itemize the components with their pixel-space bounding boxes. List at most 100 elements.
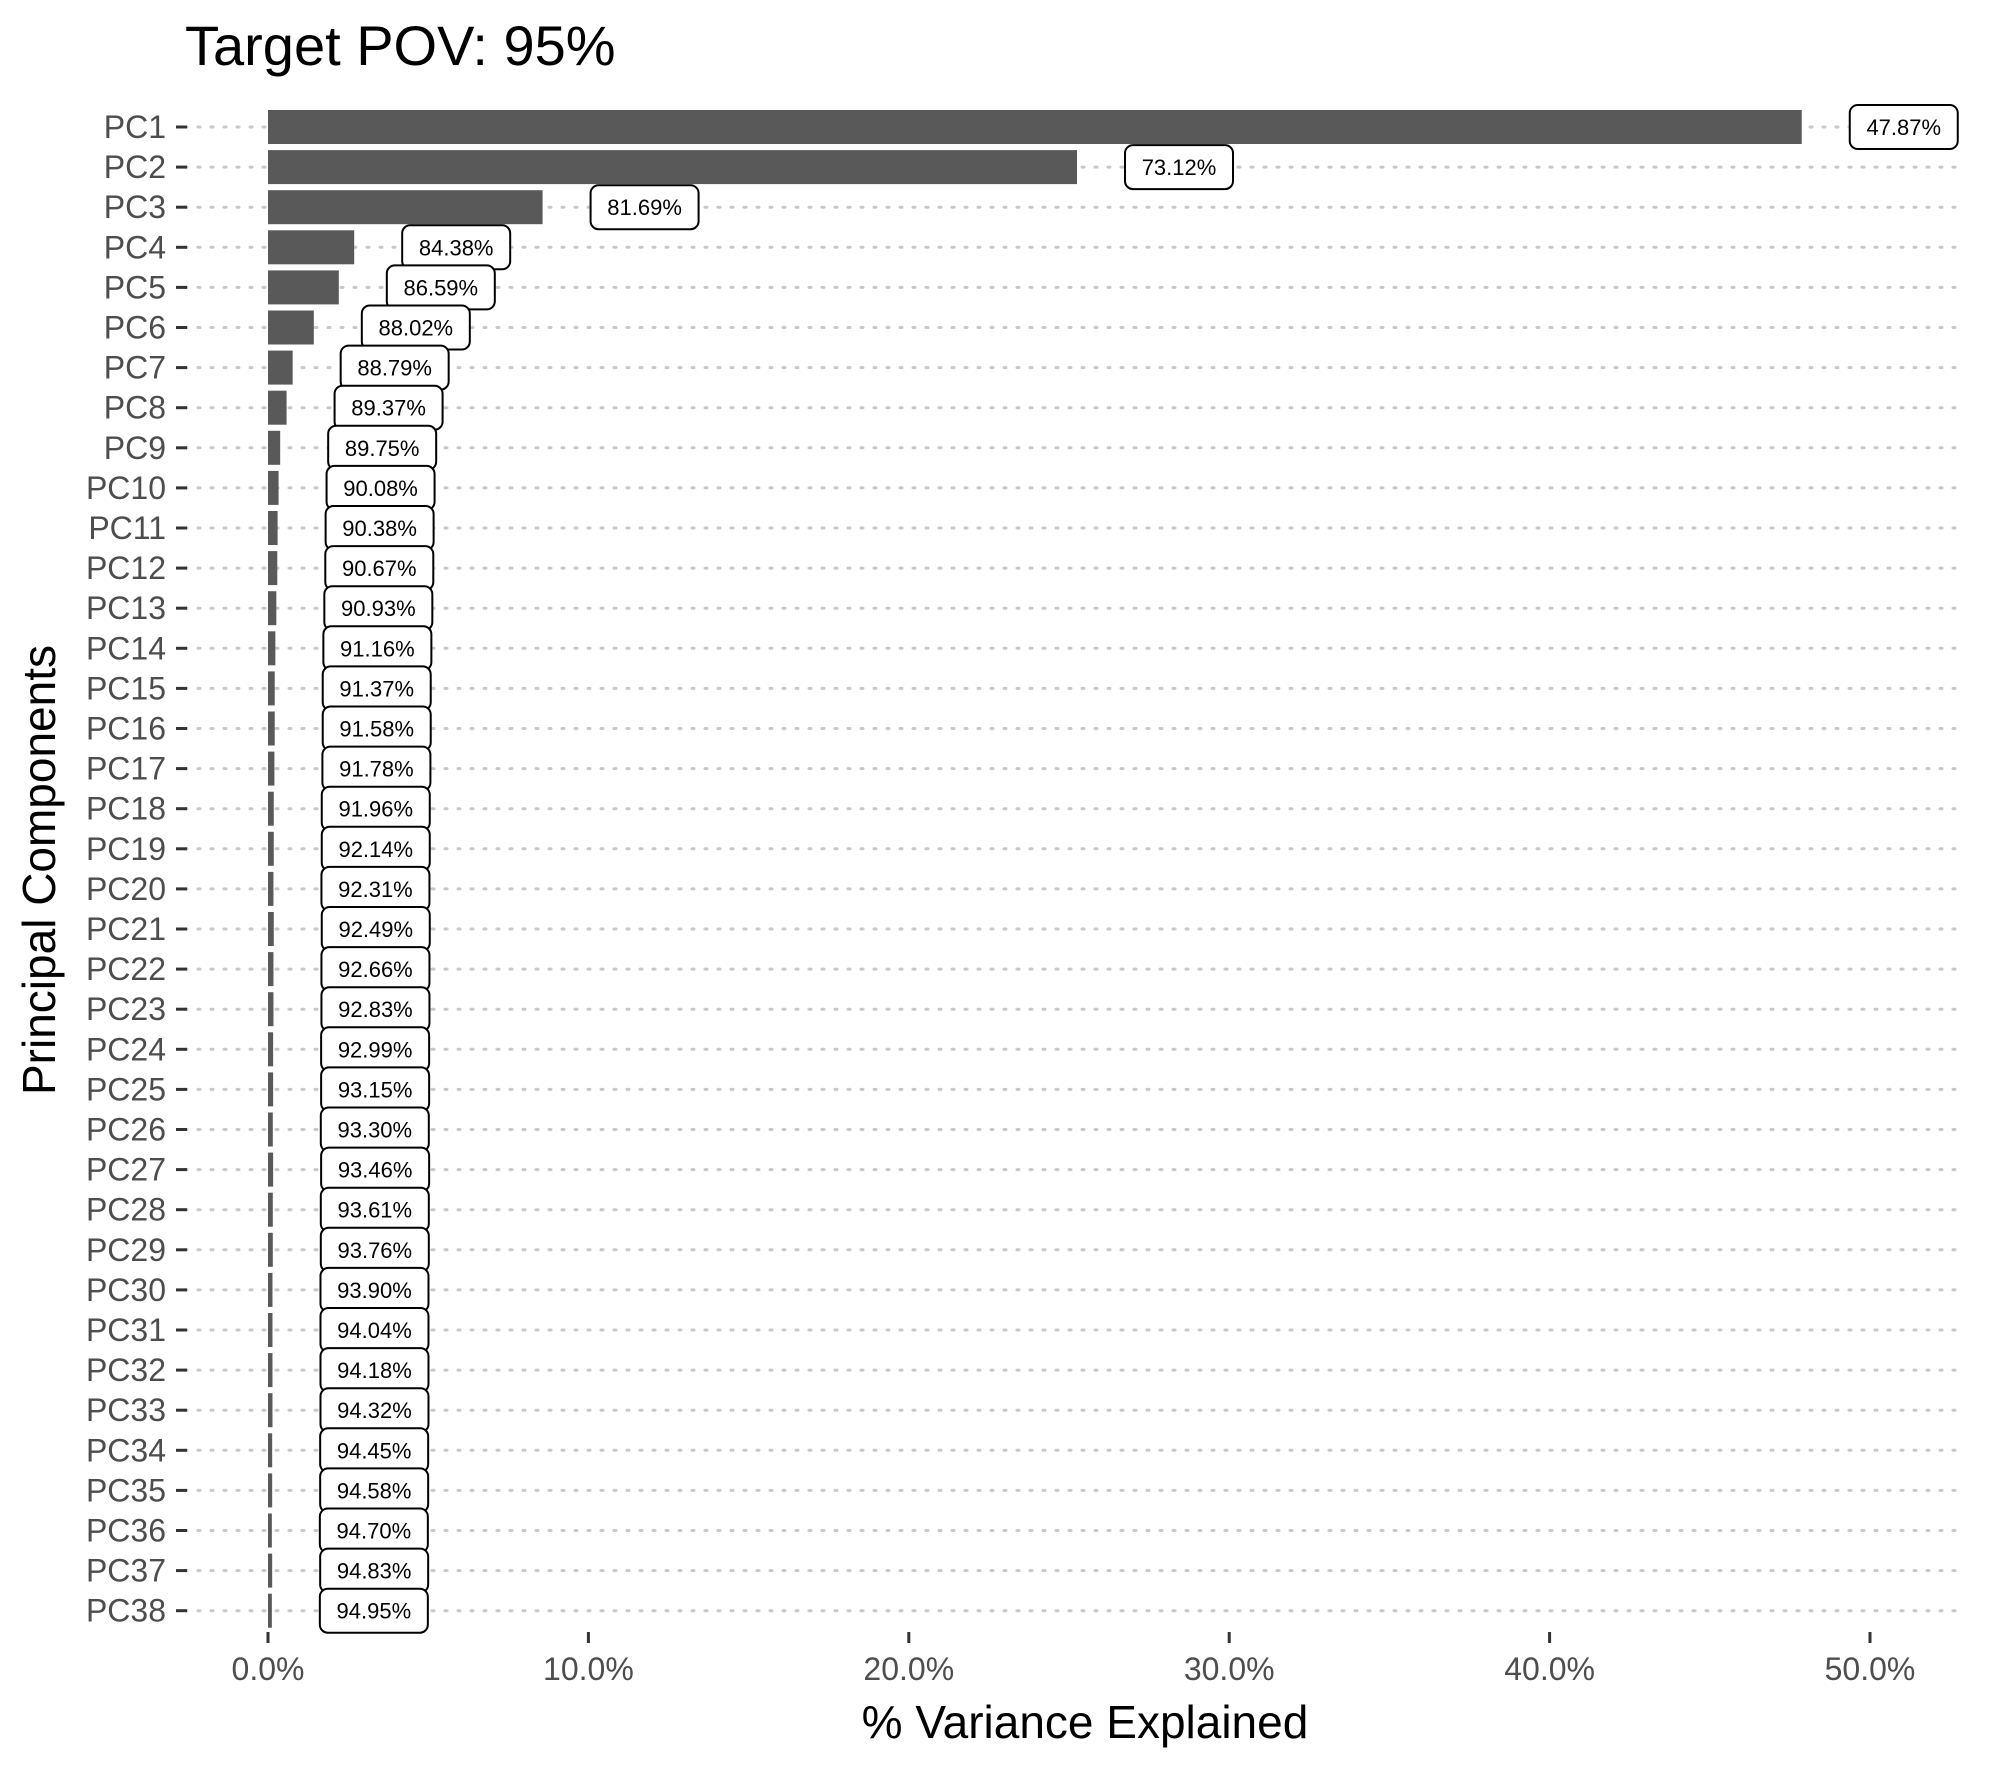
- data-label-text: 92.66%: [338, 957, 413, 982]
- y-tick-label-pc31: PC31: [86, 1312, 166, 1348]
- bar-pc25: [268, 1072, 274, 1107]
- y-tick-label-pc18: PC18: [86, 791, 166, 827]
- bar-pc8: [268, 390, 287, 425]
- data-label-text: 94.32%: [337, 1398, 412, 1423]
- bar-pc5: [268, 270, 339, 305]
- data-label-text: 91.58%: [339, 717, 414, 742]
- data-label-pc28: 93.61%: [319, 1186, 430, 1233]
- bar-pc7: [268, 350, 293, 385]
- data-label-pc16: 91.58%: [321, 705, 432, 752]
- data-label-text: 94.18%: [337, 1358, 412, 1383]
- y-tick-label-pc5: PC5: [104, 269, 166, 305]
- bar-pc15: [268, 671, 275, 706]
- data-label-text: 73.12%: [1142, 155, 1217, 180]
- y-tick-label-pc23: PC23: [86, 991, 166, 1027]
- y-tick-label-pc35: PC35: [86, 1472, 166, 1508]
- data-label-pc8: 89.37%: [333, 384, 444, 431]
- y-tick-label-pc1: PC1: [104, 109, 166, 145]
- bar-pc29: [268, 1232, 273, 1267]
- data-label-text: 94.04%: [337, 1318, 412, 1343]
- data-label-text: 94.70%: [337, 1519, 412, 1544]
- data-label-pc32: 94.18%: [319, 1347, 430, 1394]
- x-tick-label: 40.0%: [1504, 1651, 1595, 1687]
- bar-pc11: [268, 511, 278, 545]
- data-label-pc30: 93.90%: [319, 1266, 430, 1313]
- data-label-text: 93.15%: [338, 1077, 413, 1102]
- bar-pc33: [268, 1393, 273, 1428]
- bar-pc34: [268, 1433, 273, 1468]
- data-label-box: [318, 1587, 429, 1634]
- data-label-text: 89.75%: [345, 436, 420, 461]
- bar-pc14: [268, 631, 276, 666]
- y-tick-label-pc38: PC38: [86, 1593, 166, 1629]
- data-label-pc18: 91.96%: [320, 785, 431, 832]
- y-tick-label-pc20: PC20: [86, 871, 166, 907]
- bar-pc30: [268, 1272, 273, 1307]
- data-label-text: 92.49%: [338, 917, 413, 942]
- data-label-pc7: 88.79%: [339, 344, 450, 391]
- bar-pc20: [268, 871, 274, 906]
- y-tick-label-pc32: PC32: [86, 1352, 166, 1388]
- bar-pc32: [268, 1353, 273, 1388]
- bar-pc28: [268, 1192, 273, 1227]
- data-label-text: 93.46%: [338, 1158, 413, 1183]
- data-label-pc34: 94.45%: [319, 1427, 430, 1474]
- bar-pc6: [268, 310, 314, 345]
- data-label-pc13: 90.93%: [323, 585, 434, 632]
- data-label-pc17: 91.78%: [321, 745, 432, 792]
- data-label-pc36: 94.70%: [318, 1507, 429, 1554]
- data-label-text: 88.02%: [379, 316, 454, 341]
- x-axis-title: % Variance Explained: [862, 1696, 1309, 1748]
- grid-layer: [183, 125, 1967, 1613]
- data-label-pc4: 84.38%: [401, 224, 512, 271]
- x-tick-label: 20.0%: [863, 1651, 954, 1687]
- y-tick-label-pc9: PC9: [104, 430, 166, 466]
- y-axis-title: Principal Components: [13, 645, 65, 1095]
- data-label-text: 93.90%: [337, 1278, 412, 1303]
- bar-pc3: [268, 190, 543, 225]
- data-label-text: 92.31%: [338, 877, 413, 902]
- bar-pc24: [268, 1032, 274, 1067]
- x-tick-label: 30.0%: [1184, 1651, 1275, 1687]
- data-label-text: 91.37%: [339, 676, 414, 701]
- y-tick-label-pc14: PC14: [86, 630, 166, 666]
- data-label-pc29: 93.76%: [319, 1226, 430, 1273]
- data-label-pc20: 92.31%: [320, 865, 431, 912]
- bar-pc19: [268, 831, 274, 866]
- data-label-pc24: 92.99%: [320, 1026, 431, 1073]
- data-label-pc6: 88.02%: [360, 304, 471, 351]
- data-label-pc12: 90.67%: [324, 545, 435, 592]
- data-label-pc26: 93.30%: [319, 1106, 430, 1153]
- y-tick-label-pc6: PC6: [104, 310, 166, 346]
- bar-pc23: [268, 992, 274, 1027]
- y-tick-label-pc21: PC21: [86, 911, 166, 947]
- data-label-text: 94.58%: [337, 1478, 412, 1503]
- bar-layer: [268, 110, 1802, 1628]
- data-label-box: [1124, 144, 1235, 191]
- data-label-text: 94.95%: [337, 1599, 412, 1624]
- chart-title: Target POV: 95%: [185, 14, 616, 77]
- bar-pc26: [268, 1112, 273, 1147]
- data-label-text: 92.99%: [338, 1037, 413, 1062]
- y-tick-label-pc4: PC4: [104, 229, 166, 265]
- y-tick-label-pc24: PC24: [86, 1031, 166, 1067]
- y-tick-label-pc8: PC8: [104, 390, 166, 426]
- data-label-text: 91.78%: [339, 757, 414, 782]
- data-label-text: 93.76%: [337, 1238, 412, 1263]
- data-label-pc23: 92.83%: [320, 986, 431, 1033]
- data-label-pc2: 73.12%: [1124, 144, 1235, 191]
- y-tick-label-pc19: PC19: [86, 831, 166, 867]
- y-tick-label-pc30: PC30: [86, 1272, 166, 1308]
- data-label-text: 89.37%: [351, 396, 426, 421]
- x-tick-label: 10.0%: [543, 1651, 634, 1687]
- bar-pc22: [268, 952, 274, 987]
- bar-pc4: [268, 230, 355, 265]
- data-label-pc5: 86.59%: [385, 264, 496, 311]
- data-label-pc15: 91.37%: [321, 665, 432, 712]
- data-label-pc38: 94.95%: [318, 1587, 429, 1634]
- y-tick-label-pc16: PC16: [86, 711, 166, 747]
- bar-pc21: [268, 912, 274, 946]
- data-label-pc10: 90.08%: [325, 464, 436, 511]
- data-label-pc37: 94.83%: [319, 1547, 430, 1594]
- y-tick-label-pc28: PC28: [86, 1192, 166, 1228]
